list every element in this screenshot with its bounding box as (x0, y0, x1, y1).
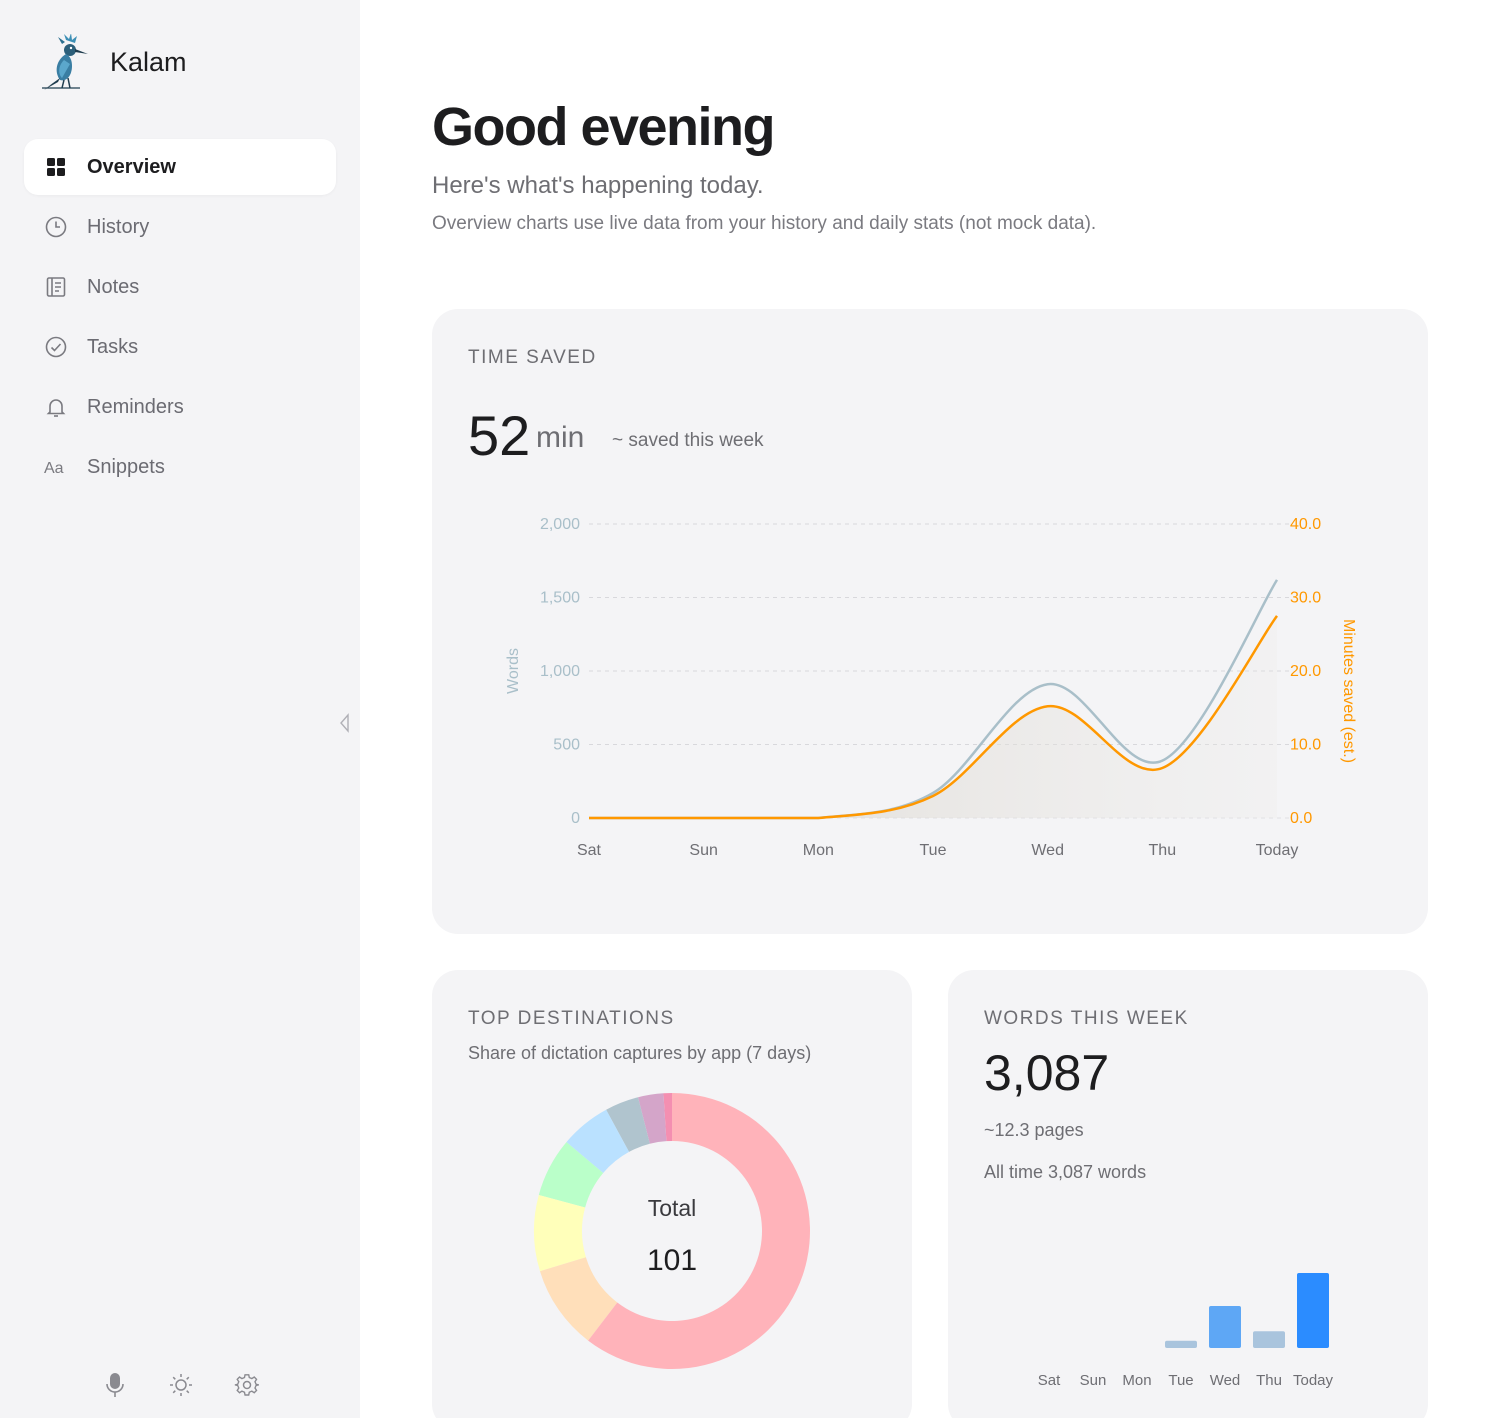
data-source-note: Overview charts use live data from your … (432, 213, 1097, 234)
grid-icon (44, 155, 68, 179)
clock-icon (44, 215, 68, 239)
bar[interactable] (1209, 1306, 1241, 1348)
donut-slice[interactable] (534, 1194, 586, 1272)
time-saved-unit: min (536, 421, 585, 454)
donut-slice[interactable] (638, 1093, 667, 1144)
minutes-series-line (588, 615, 1278, 820)
words-pages: ~12.3 pages (984, 1120, 1084, 1140)
page-title: Good evening (432, 97, 776, 157)
bar[interactable] (1297, 1273, 1329, 1348)
bar-x-label: Tue (1168, 1372, 1193, 1389)
collapse-sidebar-icon[interactable] (336, 710, 354, 736)
words-bar-chart: Sat Sun Mon Tue Wed Thu Today (1038, 1273, 1334, 1389)
gear-icon[interactable] (232, 1370, 262, 1400)
notebook-icon (44, 275, 68, 299)
sidebar-item-tasks[interactable]: Tasks (24, 319, 336, 375)
sun-icon[interactable] (166, 1370, 196, 1400)
bird-logo-icon (42, 34, 88, 90)
bar-x-label: Sat (1038, 1372, 1061, 1389)
y2-tick-label: 0.0 (1290, 810, 1312, 827)
donut-center-value: 101 (647, 1244, 697, 1277)
app-name: Kalam (110, 46, 187, 77)
destinations-donut-chart: Total 101 (534, 1093, 810, 1369)
x-tick-label: Today (1256, 842, 1299, 859)
words-this-week-value: 3,087 (984, 1045, 1110, 1101)
y2-tick-label: 10.0 (1290, 737, 1321, 754)
x-tick-label: Tue (920, 842, 947, 859)
sidebar-item-label: History (87, 215, 150, 238)
words-all-time: All time 3,087 words (984, 1162, 1147, 1182)
sidebar: Kalam Overview History Notes Tasks (0, 0, 360, 1418)
sidebar-item-overview[interactable]: Overview (24, 139, 336, 195)
y-tick-label: 1,500 (540, 590, 580, 607)
bar-x-label: Today (1293, 1372, 1334, 1389)
top-destinations-card: TOP DESTINATIONS Share of dictation capt… (432, 970, 912, 1418)
words-this-week-card: WORDS THIS WEEK 3,087 ~12.3 pages All ti… (948, 970, 1428, 1418)
donut-slice[interactable] (663, 1093, 672, 1142)
y2-tick-label: 30.0 (1290, 590, 1321, 607)
sidebar-item-label: Notes (87, 275, 140, 298)
time-saved-card: TIME SAVED 52 min ~ saved this week 0 0.0… (432, 309, 1428, 934)
donut-slice[interactable] (606, 1097, 650, 1152)
y2-tick-label: 20.0 (1290, 663, 1321, 680)
sidebar-item-history[interactable]: History (24, 199, 336, 255)
bell-icon (44, 395, 68, 419)
x-tick-label: Mon (803, 842, 834, 859)
time-saved-line-chart: 0 0.0 500 10.0 1,000 20.0 1,500 30.0 2,000 40.0 Wo… (505, 516, 1357, 859)
y-tick-label: 500 (553, 737, 580, 754)
donut-slice[interactable] (538, 1142, 604, 1208)
x-tick-label: Wed (1031, 842, 1064, 859)
x-tick-label: Sat (577, 842, 602, 859)
sidebar-footer (100, 1370, 298, 1400)
main-content: Good evening Here's what's happening tod… (360, 0, 1500, 1418)
sidebar-item-label: Snippets (87, 455, 165, 478)
y2-axis-label: Minutes saved (est.) (1340, 619, 1357, 763)
page-subtitle: Here's what's happening today. (432, 172, 764, 199)
sidebar-item-snippets[interactable]: Aa Snippets (24, 439, 336, 495)
text-icon: Aa (44, 455, 68, 479)
sidebar-item-label: Reminders (87, 395, 184, 418)
bar-x-label: Mon (1122, 1372, 1151, 1389)
sidebar-nav: Overview History Notes Tasks Reminders (24, 139, 336, 499)
donut-slice[interactable] (588, 1093, 810, 1369)
minutes-area (589, 615, 1277, 818)
x-tick-label: Sun (689, 842, 717, 859)
brand[interactable]: Kalam (40, 34, 187, 90)
microphone-icon[interactable] (100, 1370, 130, 1400)
time-saved-title: TIME SAVED (468, 347, 597, 368)
donut-center-label: Total (648, 1195, 697, 1221)
bar-x-label: Wed (1210, 1372, 1241, 1389)
sidebar-item-notes[interactable]: Notes (24, 259, 336, 315)
bar-x-label: Sun (1080, 1372, 1107, 1389)
donut-slice[interactable] (566, 1109, 630, 1174)
sidebar-item-reminders[interactable]: Reminders (24, 379, 336, 435)
check-circle-icon (44, 335, 68, 359)
x-tick-label: Thu (1149, 842, 1177, 859)
y-tick-label: 0 (571, 810, 580, 827)
svg-text:Aa: Aa (44, 460, 64, 477)
words-this-week-title: WORDS THIS WEEK (984, 1008, 1189, 1029)
bar-x-label: Thu (1256, 1372, 1282, 1389)
y-tick-label: 2,000 (540, 516, 580, 533)
y-tick-label: 1,000 (540, 663, 580, 680)
time-saved-caption: ~ saved this week (612, 430, 764, 451)
donut-slice[interactable] (539, 1257, 618, 1341)
bar[interactable] (1165, 1340, 1197, 1348)
time-saved-value: 52 (468, 404, 531, 467)
top-destinations-title: TOP DESTINATIONS (468, 1008, 675, 1029)
bar[interactable] (1253, 1331, 1285, 1348)
y2-tick-label: 40.0 (1290, 516, 1321, 533)
sidebar-item-label: Tasks (87, 335, 139, 358)
sidebar-item-label: Overview (87, 155, 176, 178)
top-destinations-subtitle: Share of dictation captures by app (7 da… (468, 1043, 812, 1063)
y-axis-label: Words (505, 648, 522, 694)
